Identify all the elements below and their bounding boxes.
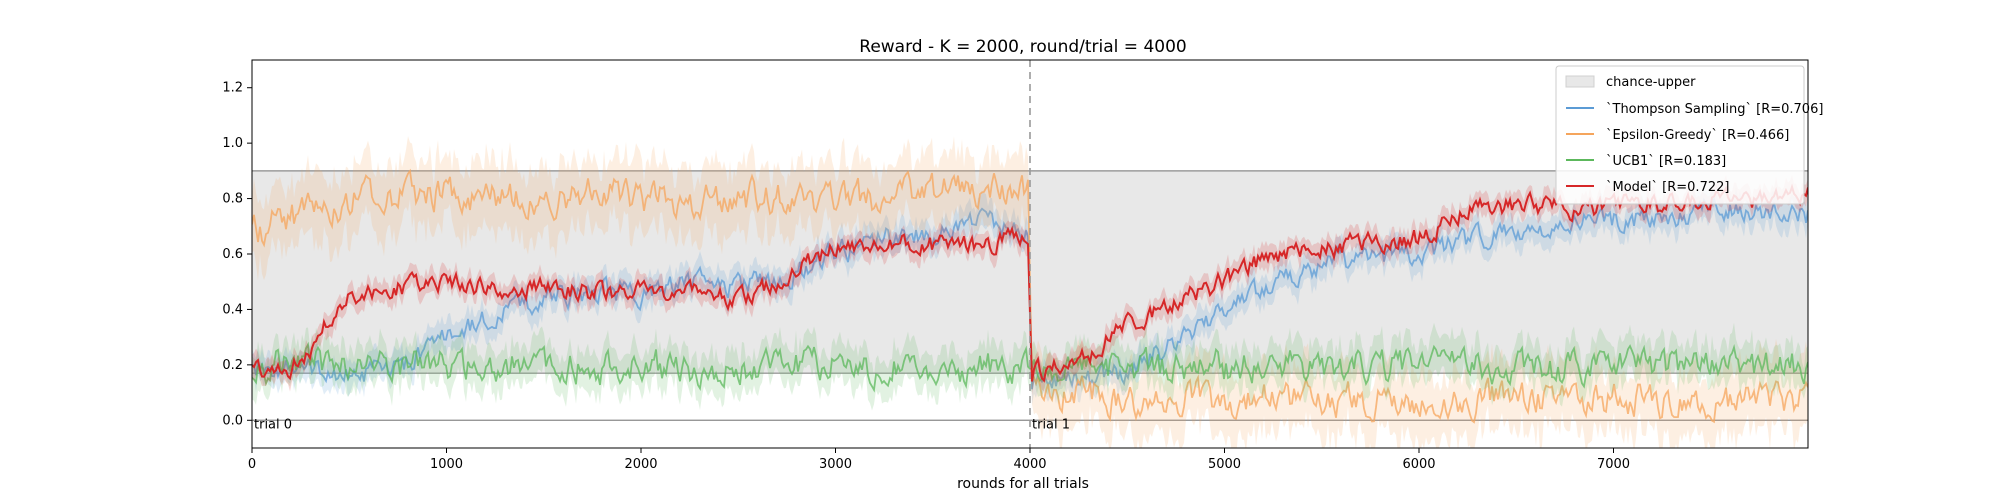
x-tick-label: 6000	[1402, 457, 1435, 472]
trial-annotation-1: trial 1	[1032, 417, 1070, 432]
y-tick-label: 1.2	[222, 81, 243, 96]
legend-box	[1555, 65, 1805, 205]
legend-label-chance: chance-upper	[1606, 75, 1696, 90]
legend-label-0: `Thompson Sampling` [R=0.706]	[1606, 102, 1823, 117]
series-line-2	[252, 341, 1808, 393]
series-band-3	[252, 174, 1808, 395]
chart-title: Reward - K = 2000, round/trial = 4000	[859, 37, 1186, 57]
x-tick-label: 1000	[430, 457, 463, 472]
legend-swatch-chance	[1565, 75, 1595, 88]
x-tick-label: 5000	[1208, 457, 1241, 472]
x-tick-label: 7000	[1597, 457, 1630, 472]
x-tick-label: 4000	[1013, 457, 1046, 472]
legend-label-2: `UCB1` [R=0.183]	[1606, 154, 1726, 169]
y-tick-label: 0.8	[222, 192, 243, 207]
plot-area: 0 1000 2000 3000 4000 5000 6000 7000 0.0 0.2 0.4 0.…	[222, 59, 1823, 472]
y-tick-label: 0.4	[222, 302, 243, 317]
x-axis-label: rounds for all trials	[957, 476, 1089, 492]
x-tick-label: 3000	[819, 457, 852, 472]
y-tick-label: 0.0	[222, 413, 243, 428]
y-tick-label: 0.2	[222, 358, 243, 373]
legend-label-3: `Model` [R=0.722]	[1606, 180, 1729, 195]
legend-label-1: `Epsilon-Greedy` [R=0.466]	[1606, 128, 1789, 143]
y-tick-label: 1.0	[222, 136, 243, 151]
x-tick-label: 2000	[624, 457, 657, 472]
trial-annotation-0: trial 0	[254, 417, 292, 432]
x-tick-label: 0	[248, 457, 256, 472]
y-tick-label: 0.6	[222, 247, 243, 262]
